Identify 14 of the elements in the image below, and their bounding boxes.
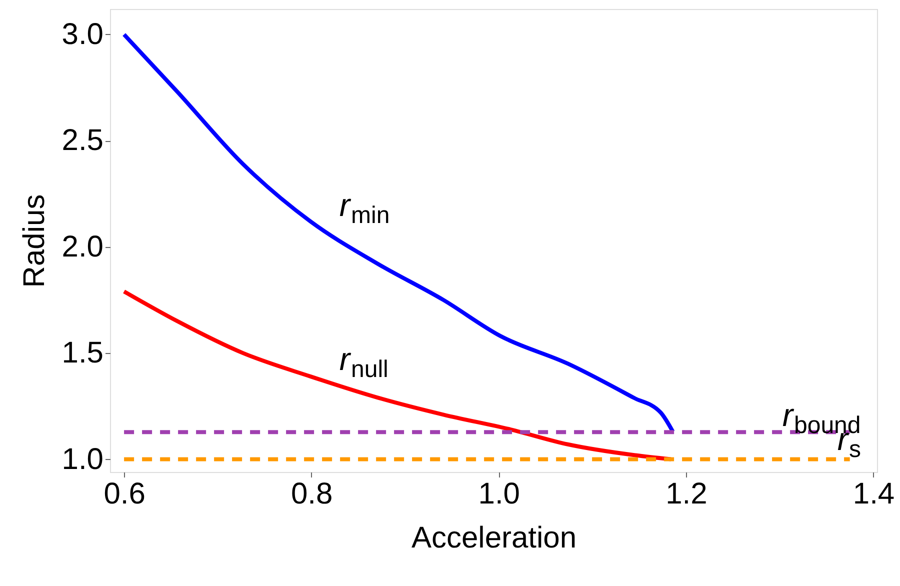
x-tick-label: 1.2 [666, 478, 708, 510]
x-tick-label: 0.6 [104, 478, 146, 510]
y-axis-title: Radius [18, 194, 51, 288]
line-series [122, 289, 673, 462]
x-tick-label: 0.8 [290, 478, 333, 510]
y-tick-label: 2.0 [62, 230, 104, 264]
x-tick-label: 1.4 [852, 478, 895, 510]
line-series [122, 32, 675, 434]
x-tick-label: 1.0 [478, 478, 520, 510]
x-axis-title: Acceleration [411, 522, 577, 554]
y-tick-label: 3.0 [62, 18, 104, 51]
y-tick-label: 1.5 [62, 336, 104, 370]
y-tick-label: 1.0 [62, 442, 104, 476]
y-tick-label: 2.5 [62, 124, 104, 158]
